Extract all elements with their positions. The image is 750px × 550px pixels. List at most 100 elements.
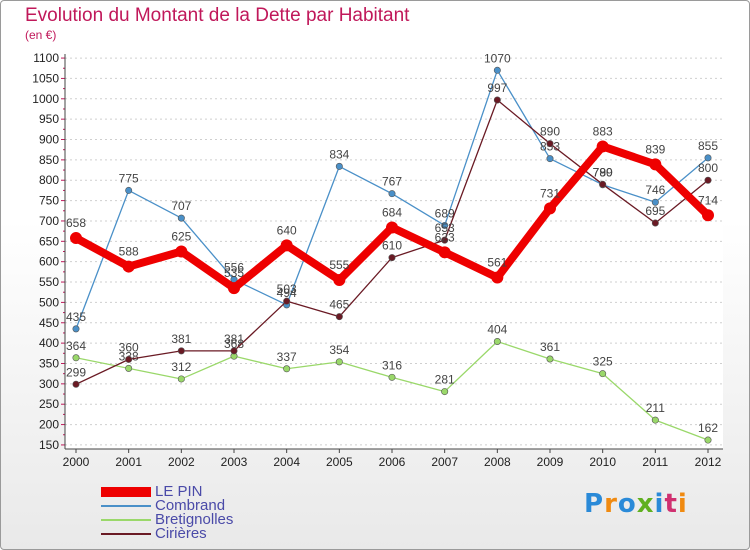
- data-label: 689: [435, 206, 455, 220]
- data-label: 364: [66, 339, 86, 353]
- data-label: 535: [224, 266, 244, 280]
- data-point: [388, 254, 396, 262]
- data-point: [651, 198, 659, 206]
- x-tick-label: 2007: [431, 455, 458, 469]
- data-point: [702, 209, 714, 222]
- data-point: [388, 190, 396, 198]
- x-tick-label: 2012: [695, 455, 722, 469]
- data-label: 839: [645, 142, 665, 156]
- x-tick-label: 2006: [379, 455, 406, 469]
- data-point: [125, 355, 133, 363]
- y-tick-label: 750: [39, 194, 59, 208]
- legend-label-le-pin: LE PIN: [155, 483, 203, 500]
- y-tick-label: 300: [39, 377, 59, 391]
- data-label: 640: [277, 223, 297, 237]
- y-tick-label: 850: [39, 153, 59, 167]
- data-point: [177, 347, 185, 355]
- data-point: [386, 221, 398, 234]
- data-label: 588: [119, 245, 139, 259]
- data-point: [651, 416, 659, 424]
- data-label: 684: [382, 205, 402, 219]
- data-point: [72, 380, 80, 388]
- data-label: 299: [66, 365, 86, 379]
- data-point: [441, 388, 449, 396]
- proxiti-logo: Proxiti: [584, 489, 688, 519]
- data-label: 653: [435, 221, 455, 235]
- data-label: 610: [382, 239, 402, 253]
- data-point: [335, 313, 343, 321]
- data-point: [283, 365, 291, 373]
- chart-title: Evolution du Montant de la Dette par Hab…: [25, 5, 410, 26]
- legend-swatch-cirieres: [101, 533, 151, 535]
- data-label: 561: [487, 256, 507, 270]
- data-label: 790: [593, 165, 613, 179]
- y-tick-label: 950: [39, 112, 59, 126]
- data-point: [70, 232, 82, 245]
- data-point: [388, 373, 396, 381]
- data-point: [704, 154, 712, 162]
- data-label: 162: [698, 421, 718, 435]
- y-tick-label: 650: [39, 234, 59, 248]
- data-label: 465: [329, 298, 349, 312]
- data-point: [335, 162, 343, 170]
- data-label: 731: [540, 186, 560, 200]
- data-point: [651, 219, 659, 227]
- data-point: [546, 155, 554, 163]
- y-tick-label: 1050: [32, 71, 59, 85]
- x-tick-label: 2010: [589, 455, 616, 469]
- data-label: 325: [593, 355, 613, 369]
- data-label: 714: [698, 193, 718, 207]
- data-point: [704, 176, 712, 184]
- y-tick-label: 600: [39, 255, 59, 269]
- data-point: [280, 239, 293, 252]
- data-label: 658: [66, 216, 86, 230]
- legend-label-combrand: Combrand: [155, 497, 226, 514]
- data-label: 1070: [484, 51, 511, 65]
- data-label: 625: [171, 230, 191, 244]
- data-label: 623: [435, 230, 455, 244]
- data-point: [704, 436, 712, 444]
- data-label: 555: [329, 258, 349, 272]
- data-label: 368: [224, 337, 244, 351]
- x-tick-label: 2001: [115, 455, 142, 469]
- data-label: 361: [540, 340, 560, 354]
- data-label: 211: [646, 401, 665, 415]
- data-point: [177, 375, 185, 383]
- data-point: [649, 158, 662, 171]
- data-label: 360: [119, 340, 139, 354]
- data-point: [546, 140, 554, 148]
- data-point: [125, 186, 133, 194]
- data-label: 775: [119, 171, 139, 185]
- x-tick-label: 2004: [273, 455, 300, 469]
- data-point: [335, 358, 343, 366]
- data-point: [438, 246, 451, 259]
- data-label: 435: [66, 310, 86, 324]
- y-tick-label: 1100: [33, 51, 59, 65]
- data-point: [441, 236, 449, 244]
- x-tick-label: 2005: [326, 455, 353, 469]
- logo-letter: P: [584, 489, 605, 519]
- data-label: 316: [382, 358, 402, 372]
- y-tick-label: 350: [39, 356, 59, 370]
- data-point: [72, 325, 80, 333]
- y-tick-label: 550: [39, 275, 59, 289]
- data-point: [122, 260, 135, 273]
- data-point: [493, 66, 501, 74]
- data-label: 707: [171, 199, 191, 213]
- data-label: 404: [487, 322, 507, 336]
- y-tick-label: 1000: [32, 92, 59, 106]
- data-label: 503: [277, 282, 297, 296]
- logo-letter: i: [654, 489, 665, 519]
- data-label: 767: [382, 175, 402, 189]
- legend-swatch-le-pin: [101, 487, 151, 497]
- data-label: 556: [224, 261, 244, 275]
- data-point: [544, 202, 556, 215]
- data-point: [546, 355, 554, 363]
- data-label: 381: [224, 332, 244, 346]
- data-label: 834: [329, 147, 349, 161]
- data-label: 381: [171, 332, 191, 346]
- data-point: [441, 221, 449, 229]
- data-point: [491, 271, 504, 284]
- data-label: 746: [645, 183, 665, 197]
- data-point: [230, 347, 238, 355]
